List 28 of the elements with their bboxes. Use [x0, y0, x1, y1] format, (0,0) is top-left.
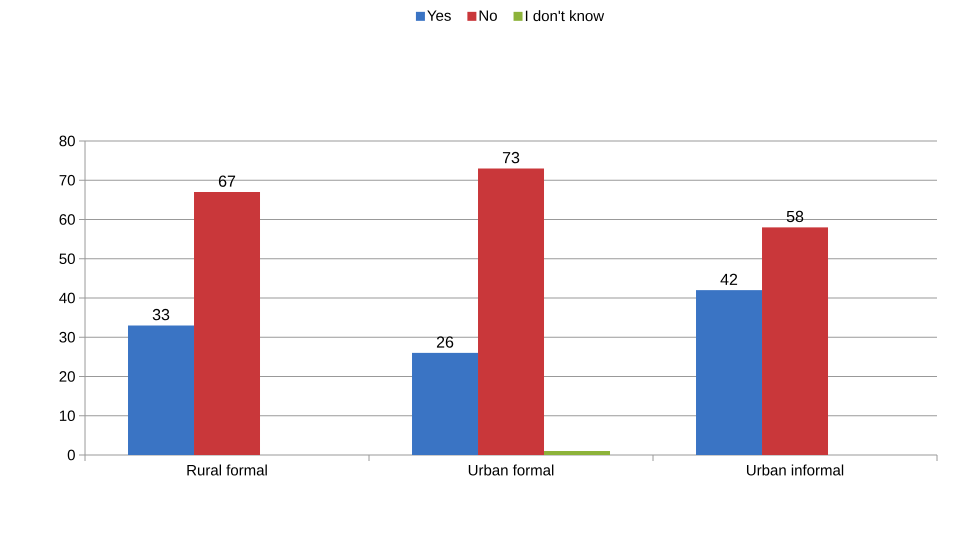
y-tick-label: 10 — [60, 410, 75, 422]
bar — [544, 451, 610, 455]
y-tick-label: 20 — [60, 371, 75, 382]
data-label: 42 — [720, 274, 738, 285]
bar — [478, 168, 544, 455]
x-tick-label: Urban formal — [468, 464, 554, 476]
y-tick-label: 50 — [59, 253, 75, 264]
bar — [762, 227, 828, 455]
x-tick-label: Urban informal — [746, 464, 844, 476]
legend-label: I don't know — [526, 10, 604, 22]
legend-label: No — [480, 10, 497, 21]
data-label: 73 — [502, 152, 520, 164]
bar — [194, 192, 260, 455]
bar — [128, 325, 194, 455]
y-tick-label: 80 — [59, 136, 75, 146]
y-tick-label: 70 — [60, 174, 75, 186]
y-tick-label: 30 — [59, 332, 75, 343]
data-label: 33 — [152, 308, 170, 320]
legend-label: Yes — [427, 10, 451, 21]
x-tick-label: Rural formal — [187, 464, 267, 476]
data-label: 67 — [218, 175, 236, 187]
bar — [412, 352, 478, 455]
y-tick-label: 40 — [59, 292, 75, 304]
y-tick-label: 0 — [68, 450, 75, 460]
y-tick-label: 60 — [60, 214, 75, 225]
bar — [696, 290, 762, 455]
data-label: 58 — [786, 210, 804, 222]
data-label: 26 — [436, 336, 454, 348]
